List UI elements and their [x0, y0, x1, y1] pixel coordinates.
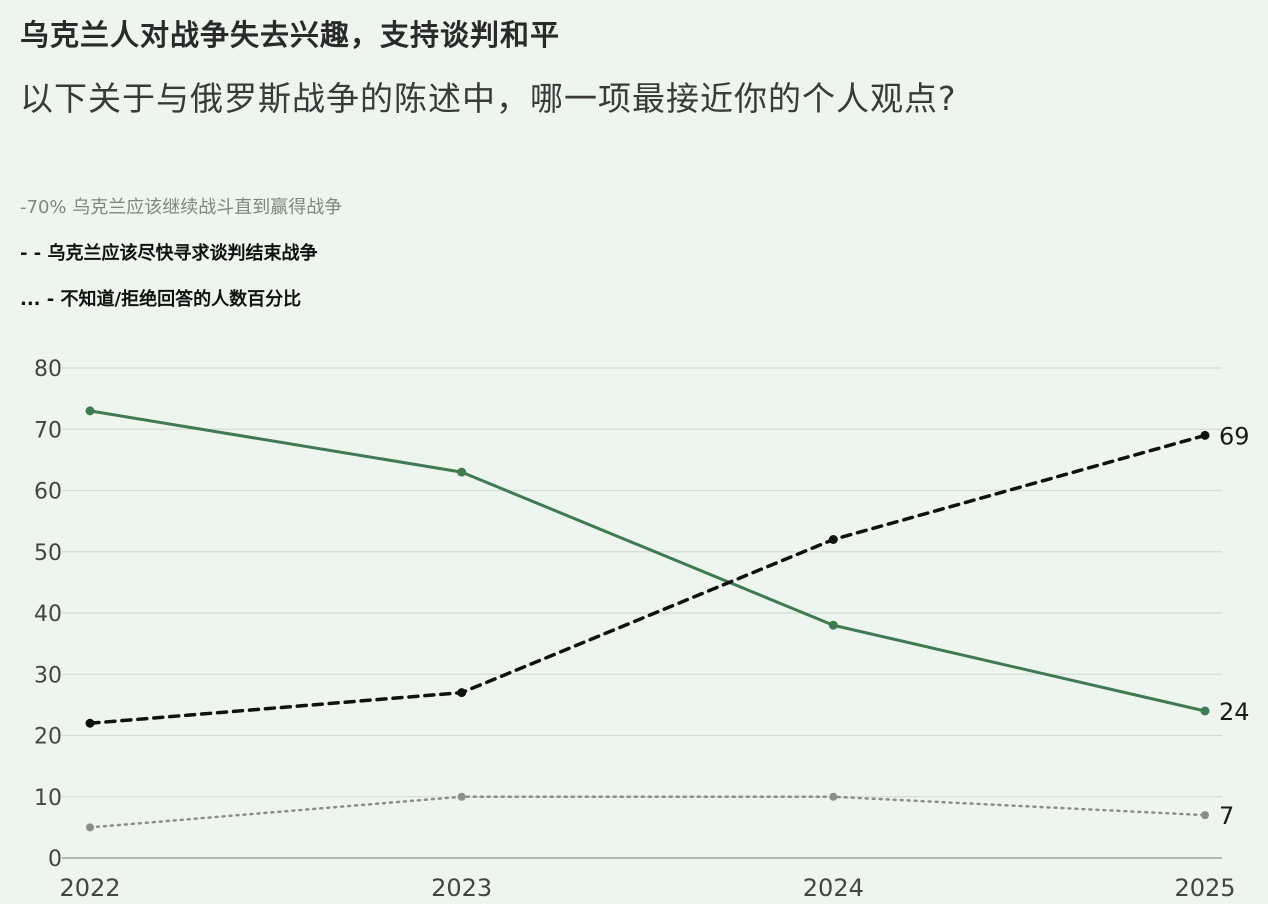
y-tick-label: 20: [34, 725, 62, 750]
y-tick-label: 60: [34, 480, 62, 505]
y-tick-label: 70: [34, 418, 62, 443]
data-point-dotted: [829, 792, 838, 801]
data-point-solid: [85, 406, 95, 416]
y-tick-label: 40: [34, 602, 62, 627]
chart-title: 乌克兰人对战争失去兴趣，支持谈判和平: [20, 18, 561, 52]
data-point-dashed: [85, 718, 95, 728]
legend-item-fight: -70% 乌克兰应该继续战斗直到赢得战争: [20, 197, 343, 218]
data-point-dashed: [457, 688, 467, 698]
data-point-dotted: [457, 792, 466, 801]
x-tick-label: 2024: [803, 874, 864, 902]
legend-item-unknown: ... - 不知道/拒绝回答的人数百分比: [20, 289, 302, 310]
series-line-dotted: [88, 795, 1207, 829]
chart-subtitle: 以下关于与俄罗斯战争的陈述中，哪一项最接近你的个人观点?: [20, 79, 957, 118]
y-tick-label: 50: [34, 541, 62, 566]
data-point-solid: [457, 467, 467, 477]
data-point-solid: [1200, 706, 1210, 716]
end-data-label: 24: [1219, 698, 1250, 726]
x-tick-label: 2022: [59, 874, 120, 902]
data-point-dotted: [86, 823, 94, 832]
data-point-dashed: [1200, 430, 1210, 440]
y-tick-label: 30: [34, 663, 62, 688]
data-point-dotted: [1201, 811, 1209, 820]
series-line-solid: [88, 409, 1207, 713]
y-tick-label: 10: [34, 786, 62, 811]
end-data-label: 69: [1219, 422, 1250, 450]
x-tick-label: 2023: [431, 874, 492, 902]
legend: -70% 乌克兰应该继续战斗直到赢得战争 - - 乌克兰应该尽快寻求谈判结束战争…: [20, 194, 342, 332]
series-line-dashed: [88, 433, 1207, 725]
legend-item-negotiate: - - 乌克兰应该尽快寻求谈判结束战争: [20, 243, 318, 264]
end-data-label: 7: [1219, 802, 1234, 830]
data-point-dashed: [828, 535, 838, 544]
data-point-solid: [828, 620, 838, 630]
y-tick-label: 80: [34, 357, 62, 382]
y-tick-label: 0: [48, 847, 62, 872]
x-tick-label: 2025: [1174, 874, 1235, 902]
